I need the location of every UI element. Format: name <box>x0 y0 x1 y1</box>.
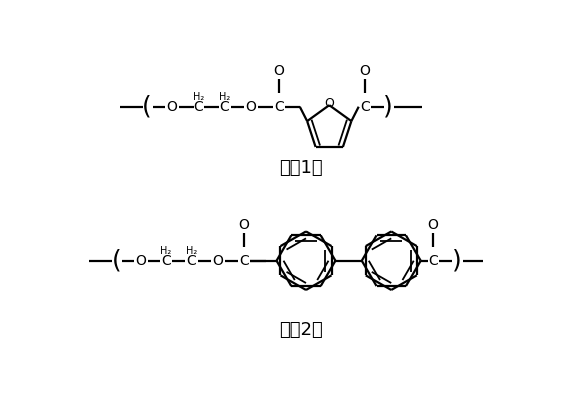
Text: (: ( <box>112 249 122 273</box>
Text: C: C <box>239 254 249 268</box>
Text: O: O <box>359 64 370 78</box>
Text: ): ) <box>452 249 462 273</box>
Text: 式（2）: 式（2） <box>279 321 323 339</box>
Text: (: ( <box>142 95 152 119</box>
Text: ): ) <box>383 95 393 119</box>
Text: O: O <box>273 64 285 78</box>
Text: 式（1）: 式（1） <box>279 159 323 177</box>
Text: O: O <box>212 254 223 268</box>
Text: H₂: H₂ <box>193 93 204 102</box>
Text: O: O <box>427 218 439 232</box>
Text: C: C <box>161 254 171 268</box>
Text: C: C <box>274 100 284 114</box>
Text: H₂: H₂ <box>160 246 171 257</box>
Text: H₂: H₂ <box>186 246 197 257</box>
Text: C: C <box>360 100 370 114</box>
Text: C: C <box>428 254 438 268</box>
Text: O: O <box>239 218 249 232</box>
Text: H₂: H₂ <box>219 93 230 102</box>
Text: O: O <box>246 100 256 114</box>
Text: O: O <box>135 254 146 268</box>
Text: O: O <box>325 97 334 110</box>
Text: O: O <box>166 100 178 114</box>
Text: C: C <box>193 100 203 114</box>
Text: C: C <box>220 100 229 114</box>
Text: C: C <box>186 254 196 268</box>
